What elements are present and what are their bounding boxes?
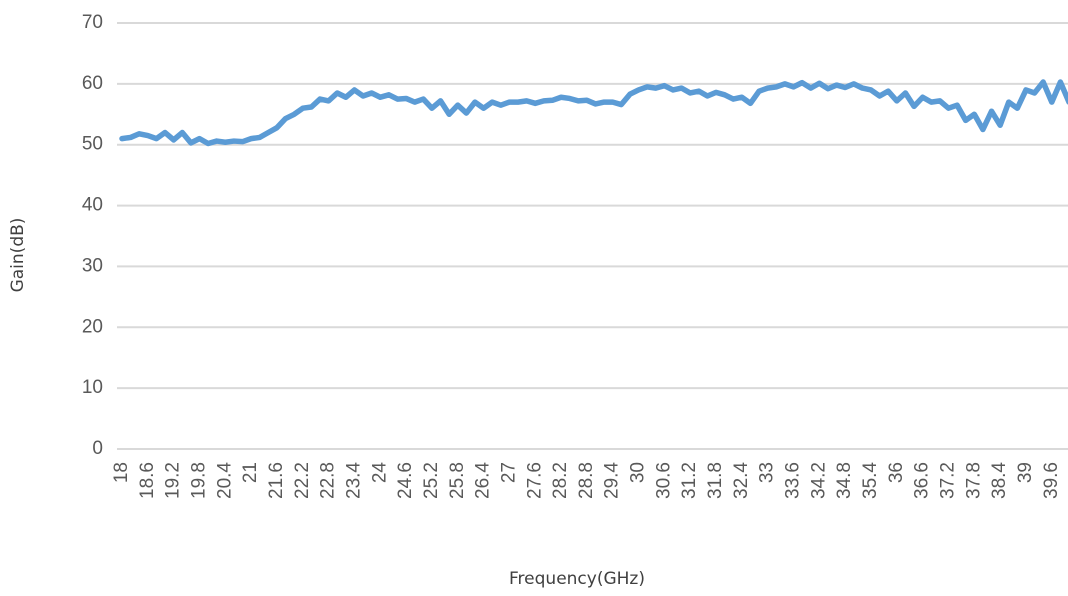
x-tick-label: 35.4 <box>860 462 881 499</box>
y-tick-label: 10 <box>82 377 103 398</box>
x-tick-label: 18.6 <box>137 462 158 499</box>
y-axis-title: Gain(dB) <box>8 218 28 293</box>
x-tick-label: 19.8 <box>188 462 209 499</box>
x-tick-label: 31.8 <box>705 462 726 499</box>
x-tick-label: 39.6 <box>1041 462 1062 499</box>
x-tick-label: 38.4 <box>989 462 1010 499</box>
x-tick-label: 25.8 <box>447 462 468 499</box>
x-tick-label: 19.2 <box>163 462 184 499</box>
x-tick-label: 23.4 <box>343 462 364 499</box>
x-tick-label: 22.2 <box>292 462 313 499</box>
x-tick-label: 24.6 <box>395 462 416 499</box>
x-tick-label: 36.6 <box>912 462 933 499</box>
x-tick-label: 28.8 <box>576 462 597 499</box>
x-tick-label: 33 <box>757 462 778 483</box>
x-tick-label: 33.6 <box>783 462 804 499</box>
x-tick-label: 37.2 <box>937 462 958 499</box>
x-tick-label: 18 <box>111 462 132 483</box>
x-tick-label: 27.6 <box>524 462 545 499</box>
y-tick-label: 40 <box>82 195 103 216</box>
data-line <box>119 79 1068 147</box>
x-tick-label: 29.4 <box>602 462 623 499</box>
x-tick-label: 30 <box>628 462 649 483</box>
x-tick-label: 32.4 <box>731 462 752 499</box>
x-tick-label: 25.2 <box>421 462 442 499</box>
x-axis-title: Frequency(GHz) <box>509 569 645 589</box>
x-tick-label: 24 <box>369 462 390 484</box>
x-tick-label: 28.2 <box>550 462 571 499</box>
y-tick-label: 50 <box>82 134 103 155</box>
x-tick-label: 36 <box>886 462 907 483</box>
x-tick-label: 21.6 <box>266 462 287 499</box>
y-tick-label: 70 <box>82 12 103 33</box>
x-tick-label: 20.4 <box>214 462 235 499</box>
y-tick-label: 0 <box>92 438 103 459</box>
x-tick-label: 34.8 <box>834 462 855 499</box>
x-tick-label: 37.8 <box>963 462 984 499</box>
x-tick-label: 39 <box>1015 462 1036 483</box>
x-tick-label: 27 <box>498 462 519 483</box>
x-tick-label: 30.6 <box>653 462 674 499</box>
x-tick-label: 31.2 <box>679 462 700 499</box>
x-tick-label: 34.2 <box>808 462 829 499</box>
x-tick-label: 22.8 <box>318 462 339 499</box>
y-tick-label: 30 <box>82 255 103 276</box>
y-tick-label: 20 <box>82 316 103 337</box>
x-tick-label: 21 <box>240 462 261 483</box>
y-tick-label: 60 <box>82 73 103 94</box>
x-tick-label: 26.4 <box>473 462 494 499</box>
